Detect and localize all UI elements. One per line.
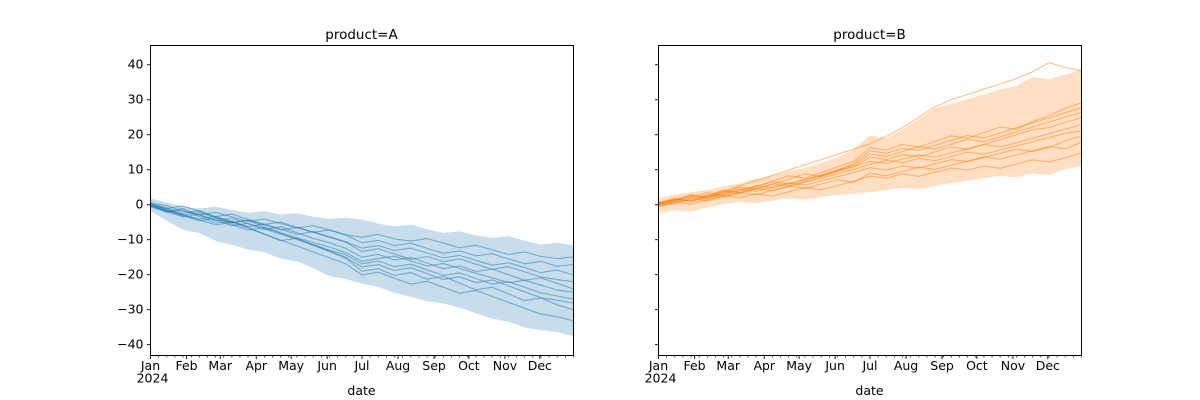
y-tick-label: −20 bbox=[117, 267, 143, 282]
series-line-unit-10 bbox=[149, 204, 575, 322]
y-tick-label: −10 bbox=[117, 232, 143, 247]
x-tick-label: Sep bbox=[930, 358, 954, 373]
chart-a-xlabel: date bbox=[347, 383, 376, 398]
x-tick-label: Aug bbox=[894, 358, 918, 373]
x-tick-label: Jan bbox=[140, 358, 160, 373]
series-line-unit-4 bbox=[149, 203, 575, 283]
series-line-unit-4 bbox=[657, 130, 1083, 207]
y-tick-label: 20 bbox=[128, 127, 144, 142]
series-line-unit-2 bbox=[149, 204, 575, 267]
x-tick-label: Jun bbox=[316, 358, 337, 373]
series-line-unit-8 bbox=[149, 203, 575, 304]
confidence-band bbox=[658, 69, 1082, 213]
x-tick-label: Jan bbox=[648, 358, 668, 373]
x-tick-label: May bbox=[278, 358, 304, 373]
x-tick-label: Jul bbox=[861, 358, 877, 373]
x-tick-label: Jun bbox=[824, 358, 845, 373]
x-tick-label: Aug bbox=[386, 358, 410, 373]
x-tick-year-label: 2024 bbox=[137, 371, 169, 386]
series-line-unit-7 bbox=[657, 111, 1083, 206]
series-line-unit-9 bbox=[149, 205, 575, 311]
x-tick-label: Dec bbox=[1036, 358, 1060, 373]
series-line-unit-1 bbox=[657, 152, 1083, 206]
x-tick-label: Oct bbox=[966, 358, 988, 373]
chart-b-title: product=B bbox=[833, 27, 906, 43]
series-line-unit-9 bbox=[657, 102, 1083, 205]
x-tick-label: Jul bbox=[353, 358, 369, 373]
x-tick-label: Feb bbox=[683, 358, 705, 373]
y-tick-label: 0 bbox=[136, 197, 144, 212]
y-tick-label: −40 bbox=[117, 337, 143, 352]
chart-a-title: product=A bbox=[325, 27, 398, 43]
x-tick-label: Feb bbox=[175, 358, 197, 373]
y-tick-label: 30 bbox=[128, 92, 144, 107]
x-tick-label: Sep bbox=[422, 358, 446, 373]
series-line-unit-10 bbox=[657, 62, 1083, 204]
y-tick-label: 40 bbox=[128, 57, 144, 72]
series-line-unit-5 bbox=[657, 124, 1083, 205]
x-tick-year-label: 2024 bbox=[645, 371, 677, 386]
x-tick-label: Dec bbox=[528, 358, 552, 373]
series-line-unit-6 bbox=[657, 117, 1083, 204]
x-tick-label: Mar bbox=[208, 358, 232, 373]
x-tick-label: Oct bbox=[458, 358, 480, 373]
y-tick-label: −30 bbox=[117, 302, 143, 317]
x-tick-label: Mar bbox=[716, 358, 740, 373]
x-tick-label: Nov bbox=[1001, 358, 1026, 373]
series-line-unit-1 bbox=[149, 202, 575, 260]
x-tick-label: Apr bbox=[753, 358, 775, 373]
chart-b-xlabel: date bbox=[855, 383, 884, 398]
x-tick-label: Nov bbox=[493, 358, 518, 373]
x-tick-label: Apr bbox=[245, 358, 267, 373]
y-tick-label: 10 bbox=[128, 162, 144, 177]
x-tick-label: May bbox=[786, 358, 812, 373]
series-line-unit-6 bbox=[149, 203, 575, 293]
